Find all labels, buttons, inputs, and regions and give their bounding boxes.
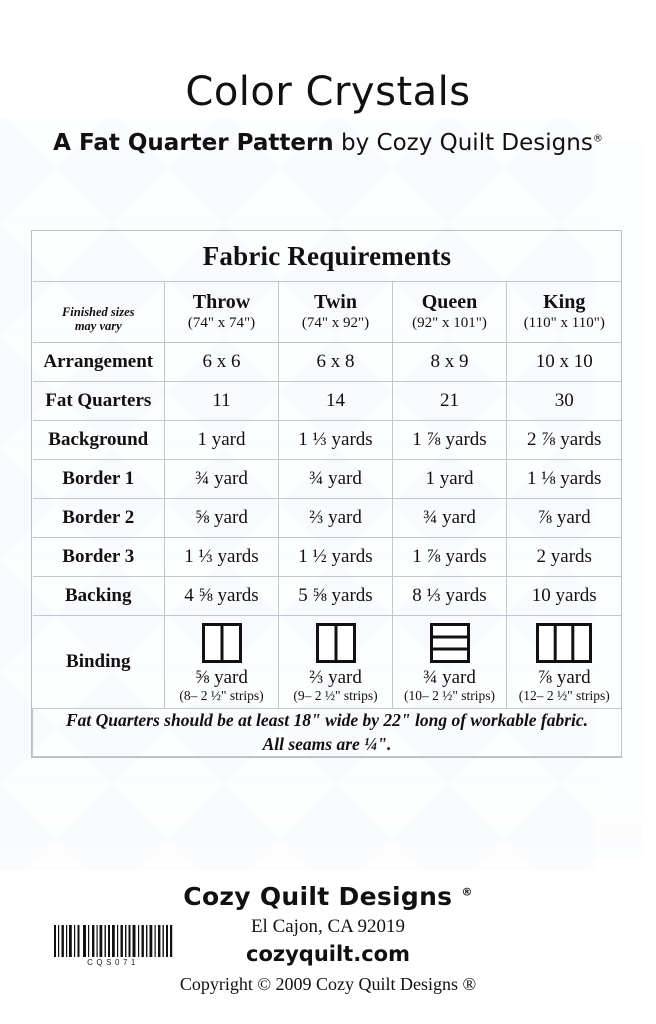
cell-background-king: 2 ⅞ yards (506, 420, 622, 460)
cell-backing-king: 10 yards (506, 576, 622, 616)
cell-border2-twin: ⅔ yard (278, 498, 393, 538)
cell-fat-quarters-twin: 14 (278, 381, 393, 421)
cell-border1-throw: ¾ yard (164, 459, 279, 499)
page-title: Color Crystals (185, 69, 471, 115)
cell-binding-king: ⅞ yard (12– 2 ½" strips) (506, 615, 622, 709)
cell-border1-king: 1 ⅛ yards (506, 459, 622, 499)
binding-strips: (10– 2 ½" strips) (403, 688, 495, 704)
row-label-border-3: Border 3 (32, 537, 165, 577)
table-title-row: Fabric Requirements (32, 231, 622, 282)
cell-border2-king: ⅞ yard (506, 498, 622, 538)
table-row: Border 1 ¾ yard ¾ yard 1 yard 1 ⅛ yards (32, 459, 622, 499)
row-label-fat-quarters: Fat Quarters (32, 381, 165, 421)
cell-border3-queen: 1 ⅞ yards (392, 537, 507, 577)
row-label-background: Background (32, 420, 165, 460)
table-header-row: Finished sizes may vary Throw (74" x 74"… (32, 281, 622, 343)
finished-sizes-note: Finished sizes may vary (32, 281, 165, 343)
table-row-binding: Binding ⅝ yard (8– 2 ½" strips) (32, 615, 622, 709)
two-vertical-strips-diagram (315, 622, 356, 663)
cell-arrangement-twin: 6 x 8 (278, 342, 393, 382)
cell-binding-twin: ⅔ yard (9– 2 ½" strips) (278, 615, 393, 709)
cell-fat-quarters-king: 30 (506, 381, 622, 421)
finished-sizes-line1: Finished sizes (61, 304, 135, 319)
barcode-number: CQS071 (87, 958, 139, 967)
barcode: CQS071 (52, 925, 174, 967)
row-label-border-1: Border 1 (32, 459, 165, 499)
two-vertical-strips-diagram (201, 622, 242, 663)
table-heading: Fabric Requirements (32, 231, 622, 282)
row-label-binding: Binding (32, 615, 165, 709)
registered-mark-icon: ® (592, 133, 603, 145)
column-header-twin: Twin (74" x 92") (278, 281, 393, 343)
table-row: Arrangement 6 x 6 6 x 8 8 x 9 10 x 10 (32, 342, 622, 382)
column-header-throw: Throw (74" x 74") (164, 281, 279, 343)
cell-arrangement-throw: 6 x 6 (164, 342, 279, 382)
cell-binding-throw: ⅝ yard (8– 2 ½" strips) (164, 615, 279, 709)
registered-mark-icon: ® (461, 885, 473, 899)
table-row: Border 3 1 ⅓ yards 1 ½ yards 1 ⅞ yards 2… (32, 537, 622, 577)
fabric-requirements-table: Fabric Requirements Finished sizes may v… (31, 230, 622, 759)
binding-strips: (8– 2 ½" strips) (179, 688, 264, 704)
cell-arrangement-queen: 8 x 9 (392, 342, 507, 382)
size-dims: (110" x 110") (523, 315, 605, 331)
copyright-text: Copyright © 2009 Cozy Quilt Designs ® (179, 974, 477, 995)
column-header-king: King (110" x 110") (506, 281, 622, 343)
cell-background-throw: 1 yard (164, 420, 279, 460)
cell-border1-queen: 1 yard (392, 459, 507, 499)
brand-name: Cozy Quilt Designs ® (0, 882, 656, 911)
page-subtitle: A Fat Quarter Pattern by Cozy Quilt Desi… (0, 132, 656, 155)
table-row: Backing 4 ⅝ yards 5 ⅝ yards 8 ⅓ yards 10… (32, 576, 622, 616)
cell-border3-twin: 1 ½ yards (278, 537, 393, 577)
cell-binding-queen: ¾ yard (10– 2 ½" strips) (392, 615, 507, 709)
size-name: Queen (421, 291, 478, 313)
binding-amount: ⅔ yard (309, 666, 362, 688)
fabric-note: Fat Quarters should be at least 18" wide… (32, 707, 622, 758)
table-footnote-row: Fat Quarters should be at least 18" wide… (32, 707, 622, 758)
cell-arrangement-king: 10 x 10 (506, 342, 622, 382)
binding-strips: (12– 2 ½" strips) (518, 688, 610, 704)
barcode-bars (52, 925, 174, 957)
row-label-arrangement: Arrangement (32, 342, 165, 382)
column-header-queen: Queen (92" x 101") (392, 281, 507, 343)
fabric-note-line2: All seams are ¼". (262, 733, 392, 754)
table-row: Background 1 yard 1 ⅓ yards 1 ⅞ yards 2 … (32, 420, 622, 460)
cell-backing-throw: 4 ⅝ yards (164, 576, 279, 616)
subtitle-rest: by Cozy Quilt Designs (333, 130, 593, 156)
cell-fat-quarters-queen: 21 (392, 381, 507, 421)
binding-amount: ⅞ yard (537, 666, 591, 688)
table-row: Border 2 ⅝ yard ⅔ yard ¾ yard ⅞ yard (32, 498, 622, 538)
size-name: King (543, 291, 586, 313)
cell-border3-throw: 1 ⅓ yards (164, 537, 279, 577)
subtitle-bold: A Fat Quarter Pattern (53, 130, 334, 156)
fabric-note-line1: Fat Quarters should be at least 18" wide… (65, 710, 589, 730)
cell-border1-twin: ¾ yard (278, 459, 393, 499)
size-dims: (74" x 92") (301, 315, 370, 331)
cell-border3-king: 2 yards (506, 537, 622, 577)
cell-background-twin: 1 ⅓ yards (278, 420, 393, 460)
binding-amount: ⅝ yard (195, 666, 248, 688)
cell-border2-throw: ⅝ yard (164, 498, 279, 538)
row-label-backing: Backing (32, 576, 165, 616)
table-row: Fat Quarters 11 14 21 30 (32, 381, 622, 421)
cell-fat-quarters-throw: 11 (164, 381, 279, 421)
size-dims: (74" x 74") (187, 315, 256, 331)
size-dims: (92" x 101") (412, 315, 487, 331)
row-label-border-2: Border 2 (32, 498, 165, 538)
binding-strips: (9– 2 ½" strips) (293, 688, 378, 704)
title-block: Color Crystals A Fat Quarter Pattern by … (0, 0, 656, 155)
three-horizontal-strips-diagram (429, 622, 470, 663)
binding-amount: ¾ yard (423, 666, 476, 688)
cell-backing-twin: 5 ⅝ yards (278, 576, 393, 616)
size-name: Throw (192, 291, 251, 313)
cell-background-queen: 1 ⅞ yards (392, 420, 507, 460)
size-name: Twin (314, 291, 357, 313)
cell-backing-queen: 8 ⅓ yards (392, 576, 507, 616)
brand-text: Cozy Quilt Designs (183, 882, 453, 911)
finished-sizes-line2: may vary (74, 319, 122, 333)
three-vertical-strips-diagram (536, 622, 593, 663)
cell-border2-queen: ¾ yard (392, 498, 507, 538)
